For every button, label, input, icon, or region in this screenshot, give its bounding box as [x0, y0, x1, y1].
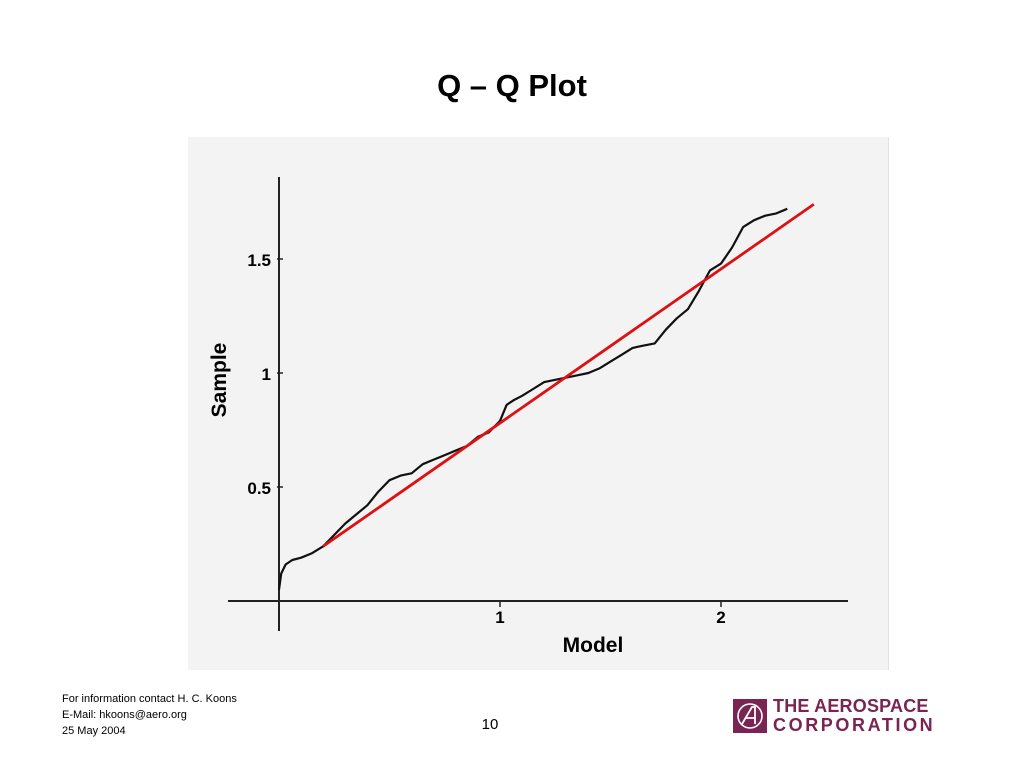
x-tick-label: 2: [716, 608, 725, 627]
reference-line: [322, 203, 815, 548]
qq-plot-chart: 1 2 0.5 1 1.5 Model Sample: [208, 177, 848, 657]
aerospace-logo-icon: [733, 699, 767, 733]
footer-date: 25 May 2004: [62, 725, 126, 737]
y-axis-label: Sample: [208, 343, 231, 418]
page-number: 10: [481, 716, 499, 733]
chart-panel: 1 2 0.5 1 1.5 Model Sample: [188, 137, 889, 670]
aerospace-logo-wordmark: THE AEROSPACE CORPORATION: [773, 697, 935, 735]
y-tick-label: 1.5: [247, 251, 271, 270]
slide-title: Q – Q Plot: [437, 68, 587, 103]
footer-contact: For information contact H. C. Koons: [62, 693, 237, 705]
logo-line-1: THE AEROSPACE: [773, 696, 929, 716]
footer-email: E-Mail: hkoons@aero.org: [62, 709, 187, 721]
footer-contact-block: For information contact H. C. Koons E-Ma…: [62, 691, 237, 739]
y-tick-label: 1: [262, 365, 271, 384]
ticks-layer: 1 2 0.5 1 1.5: [247, 251, 725, 627]
sample-quantile-line: [277, 207, 788, 590]
logo-line-2: CORPORATION: [773, 715, 936, 735]
x-tick-label: 1: [495, 608, 504, 627]
aerospace-logo: THE AEROSPACE CORPORATION: [733, 697, 943, 739]
x-axis-label: Model: [563, 634, 624, 657]
y-tick-label: 0.5: [247, 479, 271, 498]
